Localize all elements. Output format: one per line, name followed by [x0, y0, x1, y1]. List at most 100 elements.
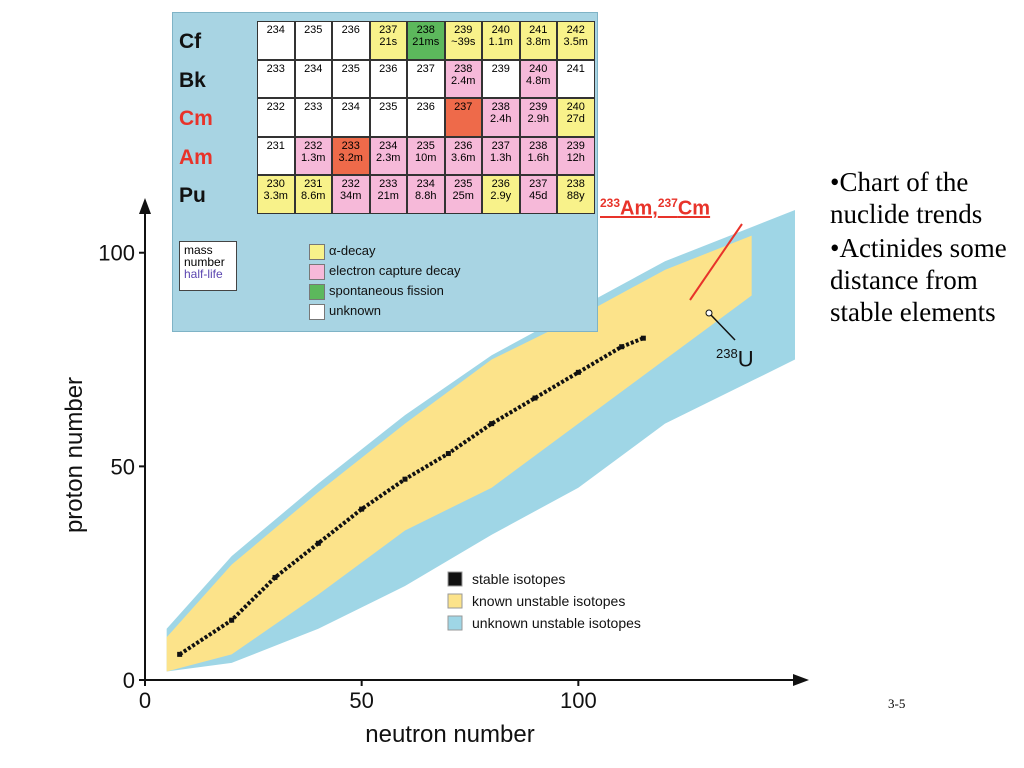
isotope-cell: 234	[257, 21, 295, 60]
x-tick-label: 100	[560, 688, 597, 713]
isotope-cell: 236 3.6m	[444, 136, 482, 175]
isotope-cell: 242 3.5m	[557, 21, 595, 60]
isotope-cell: 240 1.1m	[482, 21, 520, 60]
bullet-2: •Actinides some distance from stable ele…	[830, 233, 1007, 327]
isotope-cell: 237 1.3h	[482, 136, 520, 175]
isotope-cell: 234	[332, 98, 370, 137]
isotope-cell: 235	[369, 98, 407, 137]
isotope-cell: 236 2.9y	[482, 175, 520, 214]
isotope-cell: 239 ~39s	[444, 21, 482, 60]
isotope-cell: 239	[482, 59, 520, 98]
inset-legend-item: α-decay	[309, 243, 376, 260]
isotope-cell: 233 3.2m	[332, 136, 370, 175]
inset-legend-label: α-decay	[329, 243, 376, 258]
element-label-am: Am	[179, 145, 213, 169]
isotope-cell: 234 2.3m	[369, 136, 407, 175]
isotope-cell: 236	[332, 21, 370, 60]
stable-isotope-point	[315, 540, 321, 546]
legend-swatch	[447, 615, 463, 631]
isotope-cell: 231 8.6m	[294, 175, 332, 214]
isotope-cell: 238 2.4h	[482, 98, 520, 137]
legend-swatch	[447, 593, 463, 609]
isotope-cell: 237	[407, 59, 445, 98]
inset-legend-label: electron capture decay	[329, 263, 461, 278]
inset-legend-swatch	[309, 303, 325, 320]
inset-legend-swatch	[309, 263, 325, 280]
x-tick-label: 0	[139, 688, 151, 713]
isotope-cell: 231	[257, 136, 295, 175]
isotope-cell: 236	[407, 98, 445, 137]
element-label-bk: Bk	[179, 68, 206, 92]
stable-isotope-point	[359, 506, 365, 512]
bullet-list: •Chart of the nuclide trends •Actinides …	[830, 166, 1020, 330]
x-axis-title: neutron number	[365, 721, 534, 748]
bullet-1: •Chart of the nuclide trends	[830, 167, 983, 229]
stable-isotope-point	[445, 451, 451, 457]
inset-key-box: mass number half-life	[179, 241, 237, 291]
isotope-cell: 238 88y	[557, 175, 595, 214]
isotope-cell: 237	[444, 98, 482, 137]
legend-label: known unstable isotopes	[472, 593, 625, 609]
stable-isotope-point	[489, 421, 495, 427]
y-tick-label: 0	[123, 668, 135, 693]
stable-isotope-point	[402, 476, 408, 482]
y-tick-label: 100	[98, 241, 135, 266]
u238-marker	[705, 309, 713, 317]
u238-annotation: 238U	[716, 346, 754, 372]
inset-legend-label: unknown	[329, 303, 382, 318]
x-tick-label: 50	[349, 688, 373, 713]
x-axis-arrow	[793, 674, 809, 686]
isotope-cell: 234 8.8h	[407, 175, 445, 214]
isotope-cell: 232 34m	[332, 175, 370, 214]
legend-label: stable isotopes	[472, 571, 565, 587]
isotope-cell: 236	[369, 59, 407, 98]
slide-number: 3-5	[888, 696, 906, 711]
inset-legend-item: spontaneous fission	[309, 283, 444, 300]
y-tick-label: 50	[111, 454, 135, 479]
known-unstable-region	[166, 235, 752, 672]
stable-isotope-point	[177, 651, 183, 657]
isotope-cell: 241 3.8m	[519, 21, 557, 60]
isotope-cell: 230 3.3m	[257, 175, 295, 214]
key-number: number	[184, 255, 225, 269]
isotope-cell: 233	[257, 59, 295, 98]
stable-isotope-point	[229, 617, 235, 623]
key-mass: mass	[184, 243, 213, 257]
legend-swatch	[447, 571, 463, 587]
isotope-cell: 232 1.3m	[294, 136, 332, 175]
isotope-cell: 233 21m	[369, 175, 407, 214]
legend-label: unknown unstable isotopes	[472, 615, 641, 631]
key-half-life: half-life	[184, 267, 223, 281]
am-cm-pointer	[689, 223, 743, 301]
isotope-cell: 238 21ms	[407, 21, 445, 60]
actinide-inset-table: Cf Bk Cm Am Pu 234 235 236 237 21s 238 21ms 239 ~39s 2…	[172, 12, 598, 332]
isotope-cell: 237 21s	[369, 21, 407, 60]
isotope-cell: 240 27d	[557, 98, 595, 137]
isotope-cell: 240 4.8m	[519, 59, 557, 98]
isotope-cell: 239 12h	[557, 136, 595, 175]
y-axis-arrow	[139, 198, 151, 214]
inset-legend-item: unknown	[309, 303, 381, 320]
isotope-cell: 237 45d	[519, 175, 557, 214]
isotope-cell: 232	[257, 98, 295, 137]
isotope-cell: 241	[557, 59, 595, 98]
isotope-cell: 233	[294, 98, 332, 137]
isotope-cell: 235	[332, 59, 370, 98]
inset-legend-label: spontaneous fission	[329, 283, 444, 298]
inset-legend-swatch	[309, 283, 325, 300]
u238-pointer	[709, 313, 736, 341]
isotope-cell: 239 2.9h	[519, 98, 557, 137]
inset-legend-swatch	[309, 243, 325, 260]
isotope-cell: 235	[294, 21, 332, 60]
isotope-cell: 235 25m	[444, 175, 482, 214]
inset-legend-item: electron capture decay	[309, 263, 461, 280]
stable-isotope-point	[619, 344, 625, 350]
element-label-cm: Cm	[179, 107, 213, 130]
isotope-cell: 238 1.6h	[519, 136, 557, 175]
stable-isotopes-line	[178, 336, 645, 657]
stable-isotope-point	[532, 395, 538, 401]
stable-isotope-point	[575, 369, 581, 375]
isotope-cell: 234	[294, 59, 332, 98]
isotope-cell: 238 2.4m	[444, 59, 482, 98]
